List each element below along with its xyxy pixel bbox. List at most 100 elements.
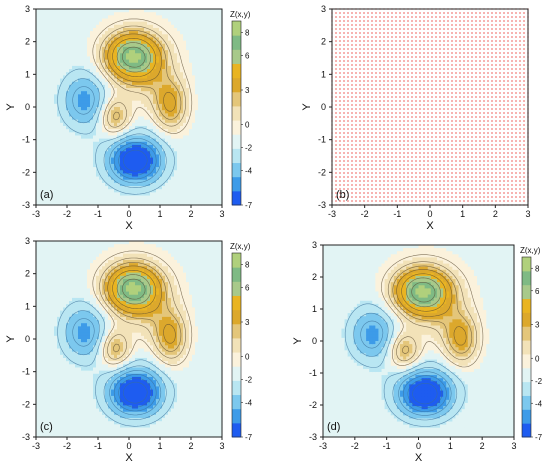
contour-cell — [171, 107, 175, 111]
contour-cell — [66, 12, 70, 16]
contour-cell — [147, 69, 151, 73]
contour-cell — [51, 141, 55, 146]
contour-cell — [75, 72, 79, 76]
contour-cell — [117, 154, 121, 159]
contour-cell — [81, 163, 85, 168]
contour-cell — [150, 144, 154, 149]
contour-cell — [138, 88, 142, 92]
contour-cell — [78, 170, 82, 174]
scatter-point — [355, 32, 357, 34]
contour-cell — [75, 201, 79, 206]
contour-cell — [81, 160, 85, 165]
scatter-point — [407, 116, 409, 118]
scatter-point — [403, 200, 405, 202]
contour-cell — [48, 138, 52, 143]
contour-cell — [177, 122, 181, 127]
contour-cell — [78, 12, 82, 16]
contour-cell — [177, 189, 181, 193]
contour-cell — [126, 100, 130, 105]
contour-cell — [69, 154, 73, 159]
contour-cell — [180, 122, 184, 127]
contour-cell — [123, 21, 127, 26]
contour-cell — [66, 103, 70, 108]
contour-cell — [168, 9, 172, 13]
scatter-point — [383, 124, 385, 126]
contour-cell — [168, 135, 172, 140]
contour-cell — [126, 195, 130, 200]
contour-cell — [87, 97, 91, 102]
contour-cell — [57, 24, 61, 29]
contour-cell — [72, 34, 76, 39]
contour-cell — [96, 182, 100, 187]
contour-cell — [171, 75, 175, 80]
scatter-point — [391, 164, 393, 166]
contour-cell — [117, 18, 121, 23]
contour-cell — [180, 65, 184, 70]
contour-cell — [111, 50, 115, 54]
contour-cell — [78, 24, 82, 29]
y-tick-label: 1 — [25, 69, 30, 79]
contour-cell — [135, 195, 139, 200]
contour-cell — [78, 62, 82, 67]
contour-cell — [84, 88, 88, 92]
contour-cell — [39, 72, 43, 76]
contour-cell — [123, 100, 127, 105]
contour-cell — [138, 75, 142, 80]
scatter-point — [363, 188, 365, 190]
contour-cell — [183, 144, 187, 149]
contour-cell — [141, 186, 145, 190]
contour-cell — [114, 62, 118, 67]
scatter-point — [367, 168, 369, 170]
contour-cell — [78, 179, 82, 184]
contour-cell — [78, 192, 82, 197]
contour-cell — [57, 129, 61, 133]
scatter-point — [375, 152, 377, 154]
contour-cell — [105, 81, 109, 86]
contour-cell — [129, 24, 133, 29]
contour-cell — [48, 119, 52, 124]
scatter-point — [363, 192, 365, 194]
scatter-point — [363, 156, 365, 158]
scatter-point — [355, 172, 357, 174]
contour-cell — [39, 125, 43, 130]
contour-cell — [117, 198, 121, 203]
contour-cell — [150, 69, 154, 73]
scatter-point — [343, 128, 345, 130]
contour-cell — [93, 34, 97, 39]
contour-cell — [45, 15, 49, 20]
scatter-point — [399, 44, 401, 46]
contour-cell — [39, 59, 43, 64]
contour-cell — [48, 91, 52, 95]
x-axis-label: X — [125, 220, 133, 232]
contour-cell — [120, 189, 124, 193]
contour-cell — [138, 198, 142, 203]
scatter-point — [351, 176, 353, 178]
contour-cell — [93, 43, 97, 48]
scatter-point — [375, 192, 377, 194]
contour-cell — [66, 53, 70, 58]
contour-cell — [171, 40, 175, 45]
contour-cell — [156, 182, 160, 187]
contour-cell — [51, 88, 55, 92]
contour-cell — [102, 163, 106, 168]
scatter-point — [339, 12, 341, 14]
contour-cell — [60, 50, 64, 54]
contour-cell — [36, 72, 40, 76]
contour-cell — [144, 116, 148, 121]
scatter-point — [411, 16, 413, 18]
contour-cell — [120, 78, 124, 83]
contour-cell — [72, 107, 76, 111]
contour-cell — [105, 18, 109, 23]
contour-cell — [87, 62, 91, 67]
scatter-point — [335, 136, 337, 138]
contour-cell — [141, 65, 145, 70]
contour-cell — [81, 91, 85, 95]
scatter-point — [359, 132, 361, 134]
contour-cell — [168, 65, 172, 70]
y-axis-label: Y — [5, 103, 17, 111]
contour-cell — [66, 198, 70, 203]
contour-cell — [132, 24, 136, 29]
contour-cell — [75, 84, 79, 89]
scatter-point — [391, 92, 393, 94]
contour-cell — [123, 53, 127, 58]
